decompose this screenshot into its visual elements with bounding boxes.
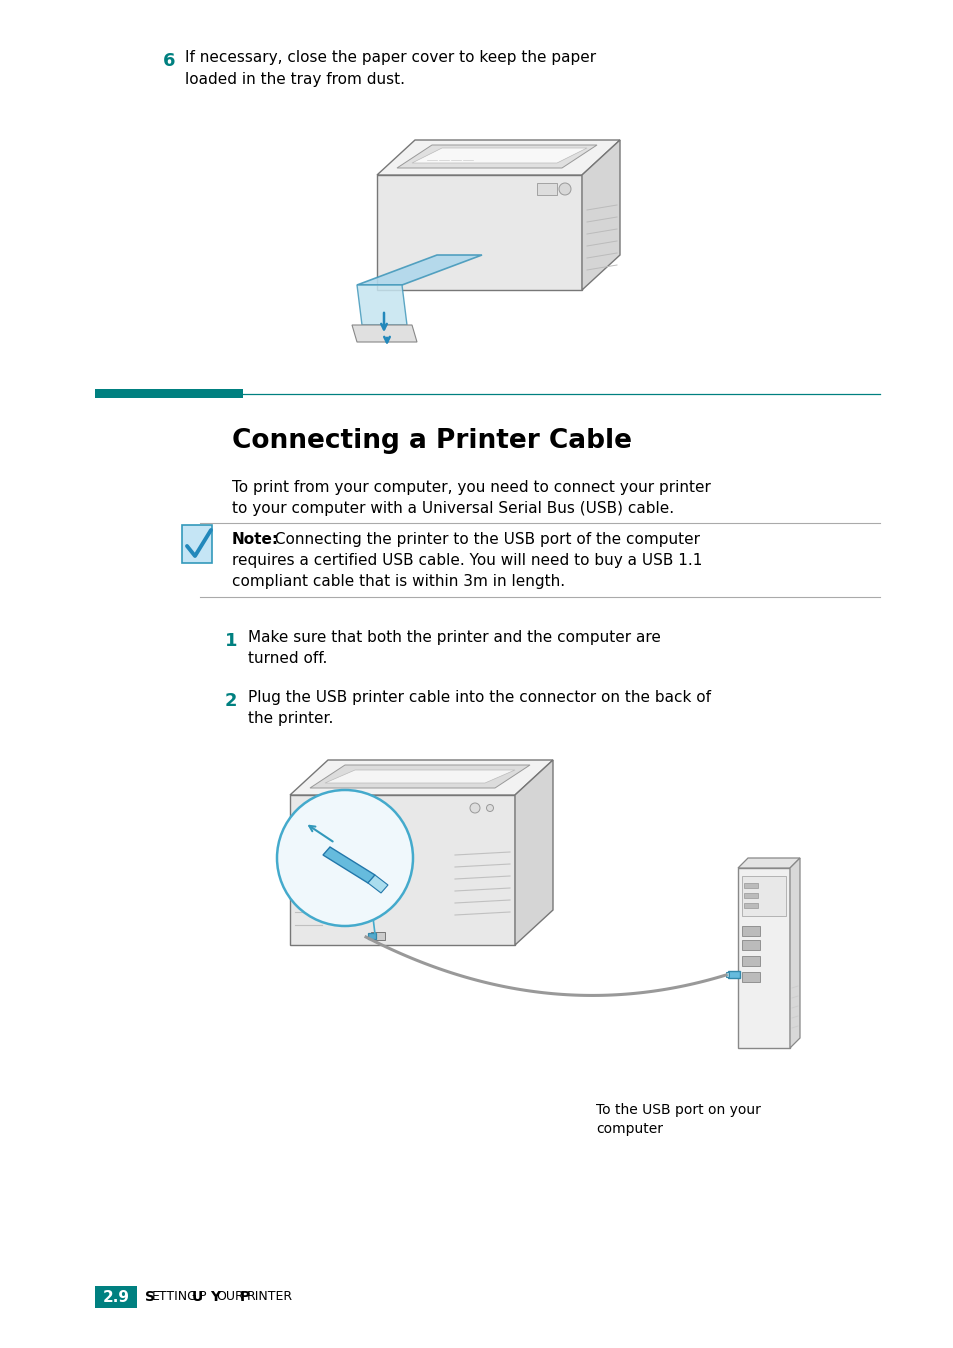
Polygon shape [325, 770, 515, 783]
Text: Make sure that both the printer and the computer are: Make sure that both the printer and the … [248, 630, 660, 644]
Bar [741, 972, 760, 981]
Text: requires a certified USB cable. You will need to buy a USB 1.1: requires a certified USB cable. You will… [232, 553, 701, 568]
Text: loaded in the tray from dust.: loaded in the tray from dust. [185, 71, 405, 88]
Polygon shape [581, 140, 619, 290]
Bar [95, 390, 243, 398]
Bar [743, 883, 758, 888]
Text: Connecting the printer to the USB port of the computer: Connecting the printer to the USB port o… [270, 532, 700, 547]
Polygon shape [738, 868, 789, 1047]
Text: Connecting a Printer Cable: Connecting a Printer Cable [232, 429, 631, 454]
Polygon shape [368, 875, 388, 892]
Text: compliant cable that is within 3m in length.: compliant cable that is within 3m in len… [232, 574, 564, 589]
Bar [741, 956, 760, 967]
Text: To the USB port on your: To the USB port on your [596, 1103, 760, 1117]
Polygon shape [310, 766, 530, 789]
Circle shape [470, 803, 479, 813]
Circle shape [558, 183, 571, 195]
Bar [727, 971, 740, 979]
Text: 2: 2 [225, 692, 237, 710]
Polygon shape [290, 760, 553, 795]
Bar [741, 926, 760, 936]
Polygon shape [738, 857, 800, 868]
Polygon shape [323, 847, 375, 883]
Polygon shape [376, 140, 619, 175]
Bar [95, 1286, 137, 1308]
Text: to your computer with a Universal Serial Bus (USB) cable.: to your computer with a Universal Serial… [232, 501, 674, 516]
Bar [537, 183, 557, 195]
Polygon shape [376, 175, 581, 290]
Text: S: S [145, 1290, 154, 1304]
Text: Y: Y [210, 1290, 220, 1304]
Text: 1: 1 [225, 632, 237, 650]
Polygon shape [352, 325, 416, 342]
Text: turned off.: turned off. [248, 651, 327, 666]
Bar [182, 524, 212, 563]
Text: RINTER: RINTER [246, 1290, 293, 1304]
Text: the printer.: the printer. [248, 710, 333, 727]
Polygon shape [412, 148, 586, 163]
Bar [741, 940, 760, 950]
Text: computer: computer [596, 1122, 662, 1136]
Text: Plug the USB printer cable into the connector on the back of: Plug the USB printer cable into the conn… [248, 690, 710, 705]
Polygon shape [515, 760, 553, 945]
Bar [743, 892, 758, 898]
Text: 6: 6 [163, 53, 175, 70]
Bar [741, 876, 785, 917]
Bar [368, 933, 375, 940]
Circle shape [486, 805, 493, 811]
Polygon shape [356, 255, 481, 284]
Text: U: U [192, 1290, 203, 1304]
Polygon shape [356, 284, 407, 325]
Text: To print from your computer, you need to connect your printer: To print from your computer, you need to… [232, 480, 710, 495]
Text: 2.9: 2.9 [102, 1290, 130, 1305]
Bar [743, 903, 758, 909]
Text: If necessary, close the paper cover to keep the paper: If necessary, close the paper cover to k… [185, 50, 596, 65]
Text: OUR: OUR [216, 1290, 244, 1304]
Text: ETTING: ETTING [152, 1290, 197, 1304]
Polygon shape [789, 857, 800, 1047]
Bar [725, 972, 728, 977]
Text: Note:: Note: [232, 532, 279, 547]
Polygon shape [290, 795, 515, 945]
Text: P: P [198, 1290, 206, 1304]
Polygon shape [396, 146, 597, 168]
Text: P: P [239, 1290, 250, 1304]
Circle shape [276, 790, 413, 926]
Bar [371, 931, 385, 940]
